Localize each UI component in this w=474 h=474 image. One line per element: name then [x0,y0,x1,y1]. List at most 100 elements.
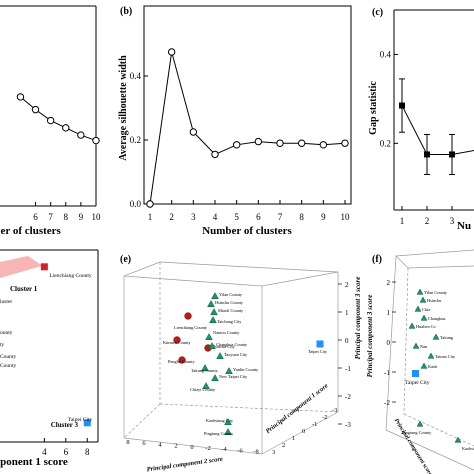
panel-b-ytick-label: 0.0 [130,199,142,209]
panel-e-box-edge [261,411,339,455]
panel-f-box-edge [403,413,474,447]
panel-c-title: (c) [372,7,383,18]
panel-e-point-label: Kaohsiung City [206,418,234,423]
panel-f-xlabel: Principal component score [393,418,433,474]
panel-e-point [209,316,217,323]
panel-f-tick-left-label: -1 [384,369,390,377]
panel-e-tick-bottom-label: 4 [158,441,162,448]
panel-f-box-edge [403,267,409,415]
panel-e-tick-depth-label: 0 [302,428,305,435]
panel-e-point [208,342,216,349]
panel-e-tick-bottom-label: -8 [253,449,258,456]
panel-f-point [420,314,428,321]
panel-e-box-edge [261,271,339,287]
panel-f-tick-left-label: 0 [387,339,391,347]
panel-e-point-label: Chiayi County [190,387,216,392]
panel-b-xtick-label: 9 [321,212,326,222]
panel-a-xtick-label: 6 [33,212,38,222]
panel-b-point [167,48,176,56]
panel-e-point-label: Taitung County [191,368,219,373]
panel-e-point [225,367,233,374]
panel-d-partial-label: luster [0,299,12,305]
panel-b-xtick-label: 6 [256,212,261,222]
panel-e-tick-right-label: 1 [345,309,349,317]
panel-c-xtick-label: 1 [400,216,405,226]
panel-f-partial-label: Kaoh [428,364,438,369]
panel-e-tick-depth-label: -1 [312,421,317,428]
panel-d-xtick-label: 8 [85,447,90,457]
panel-e-point-label: Taichung City [217,319,242,324]
panel-e-point [207,300,215,307]
panel-e-tick-bottom-label: 0 [190,444,193,451]
panel-a-xtick-label: 9 [79,212,84,222]
panel-e-tick-bottom-label: -6 [237,447,243,454]
panel-f-title: (f) [372,254,382,265]
panel-e-tick-right-label: -2 [345,393,351,401]
panel-e-point [224,428,232,435]
panel-e-box-edge [123,275,263,287]
panel-d-partial-label: County [0,363,16,369]
panel-c-ytick-label: 0.4 [380,49,392,59]
panel-f-point [419,296,427,303]
panel-f-point [416,288,424,295]
panel-e-point [216,352,224,359]
panel-e-point-label: Penghu County [168,359,195,364]
panel-f-box-edge [385,255,397,431]
panel-d-partial-label: ty [0,342,5,348]
panel-e-box-edge [123,437,263,455]
panel-e-tick-bottom-label: 2 [174,443,177,450]
panel-b-xtick-label: 3 [191,212,196,222]
panel-c-ytick-label: 0.2 [380,138,391,148]
panel-f-point [416,420,424,427]
panel-f-partial-label: Hsinchu [427,298,442,303]
panel-c-ylabel: Gap statistic [368,81,379,135]
panel-b-xlabel: Number of clusters [202,225,292,237]
panel-f-partial-label: Chia [422,307,430,312]
panel-e-box-edge [159,261,339,273]
panel-f-partial-label: Changhua [428,316,446,321]
panel-e-box-edge [123,403,161,439]
panel-e-box-edge [123,261,161,277]
panel-d-cluster-label: Cluster 1 [10,285,38,293]
panel-f-partial-label: Nan [420,344,428,349]
panel-e-tick-right-label: 2 [345,281,349,289]
panel-e-point [205,333,213,340]
panel-a-xlabel: Number of clusters [0,225,62,237]
panel-c-xlabel: Nu [457,220,471,232]
panel-e-tick-depth-label: -2 [322,414,327,421]
panel-e-point-label: Taipei City [308,349,328,354]
panel-f-point [454,436,462,443]
panel-b-point [211,150,219,159]
panel-b-ylabel: Average silhouette width [118,55,129,161]
panel-b-title: (b) [120,6,132,17]
panel-f-point-label: Kaohsiung City [462,446,474,451]
panel-e-tick-depth-label: 3 [272,449,275,456]
panel-f-ylabel: Principal component 3 score [366,295,374,378]
panel-e-point-label: Yilan County [219,292,243,297]
panel-d-point-label: Taipei City [68,417,93,423]
panel-f-partial-label: Taitung [440,335,454,340]
panel-c-series-line [401,105,474,155]
panel-f-tick-left-label: 1 [387,309,391,317]
panel-e-tick-bottom-label: 6 [142,440,146,447]
panel-b-point [297,139,306,147]
panel-e-point [210,308,218,315]
panel-f-box-edge [407,265,474,269]
panel-e-point [202,382,210,389]
panel-e-tick-right-label: -3 [345,421,351,429]
panel-e-point-label: Taoyuan City [224,352,248,357]
panel-e-point [211,374,219,381]
panel-b-xtick-label: 1 [148,212,153,222]
panel-e-point-label: Changhua County [216,342,248,347]
panel-b-point [276,139,284,147]
panel-b-point [341,139,349,147]
panel-d-partial-label: County [0,354,16,360]
panel-a-xtick-label: 10 [92,212,102,222]
panel-a-point [77,131,85,139]
panel-c-point [399,102,405,109]
panel-f-point [432,333,440,340]
panel-f-point [412,342,420,349]
panel-b-xtick-label: 5 [234,212,239,222]
panel-a-xtick-label: 7 [48,212,53,222]
